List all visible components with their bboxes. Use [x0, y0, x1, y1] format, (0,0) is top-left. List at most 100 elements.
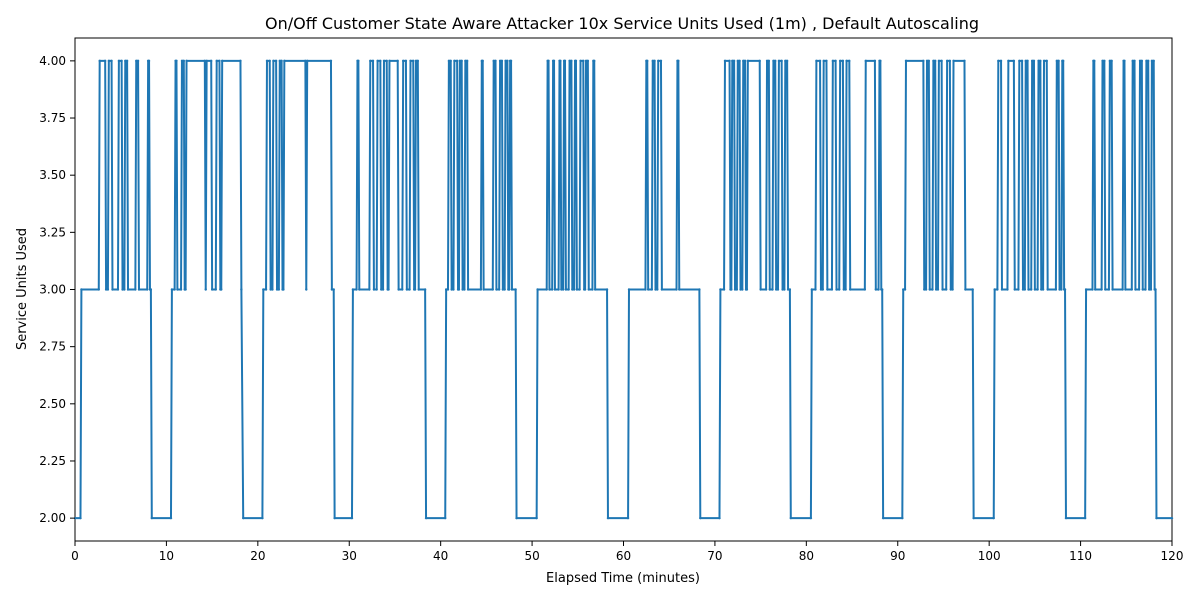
data-point: [945, 288, 948, 291]
data-point: [1084, 288, 1088, 291]
data-point: [722, 288, 726, 291]
data-point: [447, 59, 451, 63]
data-point: [182, 59, 185, 63]
data-point: [1137, 288, 1141, 291]
data-point: [444, 516, 447, 520]
data-point: [660, 288, 664, 291]
data-point: [1040, 288, 1043, 291]
data-point: [369, 59, 372, 63]
data-point: [728, 59, 731, 63]
data-point: [771, 288, 774, 291]
data-point: [261, 516, 264, 520]
data-point: [1007, 59, 1010, 63]
data-point: [204, 288, 207, 291]
data-point: [560, 288, 563, 291]
data-point: [424, 516, 428, 520]
data-point: [838, 59, 842, 63]
data-point: [733, 288, 737, 291]
y-axis-ticks: 2.00 2.25 2.50 2.75 3.00 3.25 3.50 3.75 4.00: [39, 54, 75, 525]
data-point: [203, 59, 207, 63]
data-point: [218, 59, 221, 63]
data-point: [838, 288, 841, 291]
data-point: [646, 288, 650, 291]
data-point: [404, 59, 408, 63]
data-point: [176, 288, 179, 291]
data-point: [936, 288, 940, 291]
x-axis-ticks: 0 10 20 30 40 50 60 70 80 90 100 110 120: [71, 541, 1183, 563]
data-point: [500, 59, 504, 63]
data-point: [819, 288, 823, 291]
data-point: [382, 59, 386, 63]
data-point: [650, 288, 654, 291]
data-point: [864, 59, 867, 63]
x-tick-label: 10: [159, 549, 174, 563]
data-point: [934, 288, 938, 291]
data-point: [774, 288, 778, 291]
data-point: [626, 516, 630, 520]
data-point: [1121, 288, 1124, 291]
data-point: [1170, 516, 1174, 520]
data-point: [1033, 288, 1037, 291]
data-point: [1023, 288, 1027, 291]
x-tick-label: 50: [524, 549, 539, 563]
data-point: [169, 516, 173, 520]
data-point: [264, 288, 268, 291]
data-point: [863, 288, 867, 291]
data-point: [1145, 59, 1148, 63]
data-point: [498, 59, 502, 63]
data-point: [103, 59, 107, 63]
data-point: [831, 59, 835, 63]
data-point: [457, 288, 461, 291]
data-point: [784, 59, 787, 63]
data-point: [563, 59, 567, 63]
data-point: [380, 288, 383, 291]
data-point: [1154, 288, 1157, 291]
data-point: [396, 59, 399, 63]
data-point: [901, 516, 904, 520]
data-point: [306, 59, 309, 63]
data-point: [698, 288, 701, 291]
data-point: [494, 59, 497, 63]
data-point: [1018, 59, 1021, 63]
data-point: [571, 288, 574, 291]
data-point: [780, 59, 783, 63]
data-point: [743, 59, 747, 63]
data-point: [993, 288, 996, 291]
data-point: [111, 288, 114, 291]
data-point: [304, 59, 307, 63]
data-point: [952, 59, 955, 63]
x-tick-label: 30: [342, 549, 357, 563]
data-point: [479, 288, 483, 291]
y-tick-label: 4.00: [39, 54, 66, 68]
data-point: [535, 516, 538, 520]
data-point: [1091, 288, 1094, 291]
data-point: [239, 59, 242, 63]
data-point: [1064, 516, 1068, 520]
data-point: [510, 288, 514, 291]
data-point: [412, 59, 415, 63]
data-point: [1083, 516, 1087, 520]
data-point: [1020, 59, 1024, 63]
data-point: [783, 288, 786, 291]
data-point: [220, 59, 224, 63]
data-point: [283, 59, 286, 63]
series-layer: [73, 59, 1174, 520]
data-point: [330, 288, 334, 291]
data-point: [675, 288, 678, 291]
data-point: [821, 288, 824, 291]
data-point: [844, 288, 847, 291]
chart-title: On/Off Customer State Aware Attacker 10x…: [265, 14, 979, 33]
data-point: [110, 59, 113, 63]
data-point: [745, 288, 749, 291]
data-point: [881, 516, 885, 520]
data-point: [388, 59, 391, 63]
data-point: [268, 59, 271, 63]
data-point: [646, 59, 649, 63]
data-point: [818, 59, 822, 63]
data-point: [1000, 288, 1004, 291]
data-point: [699, 516, 702, 520]
x-tick-label: 100: [978, 549, 1001, 563]
data-point: [785, 59, 789, 63]
data-point: [948, 59, 952, 63]
data-point: [809, 516, 813, 520]
